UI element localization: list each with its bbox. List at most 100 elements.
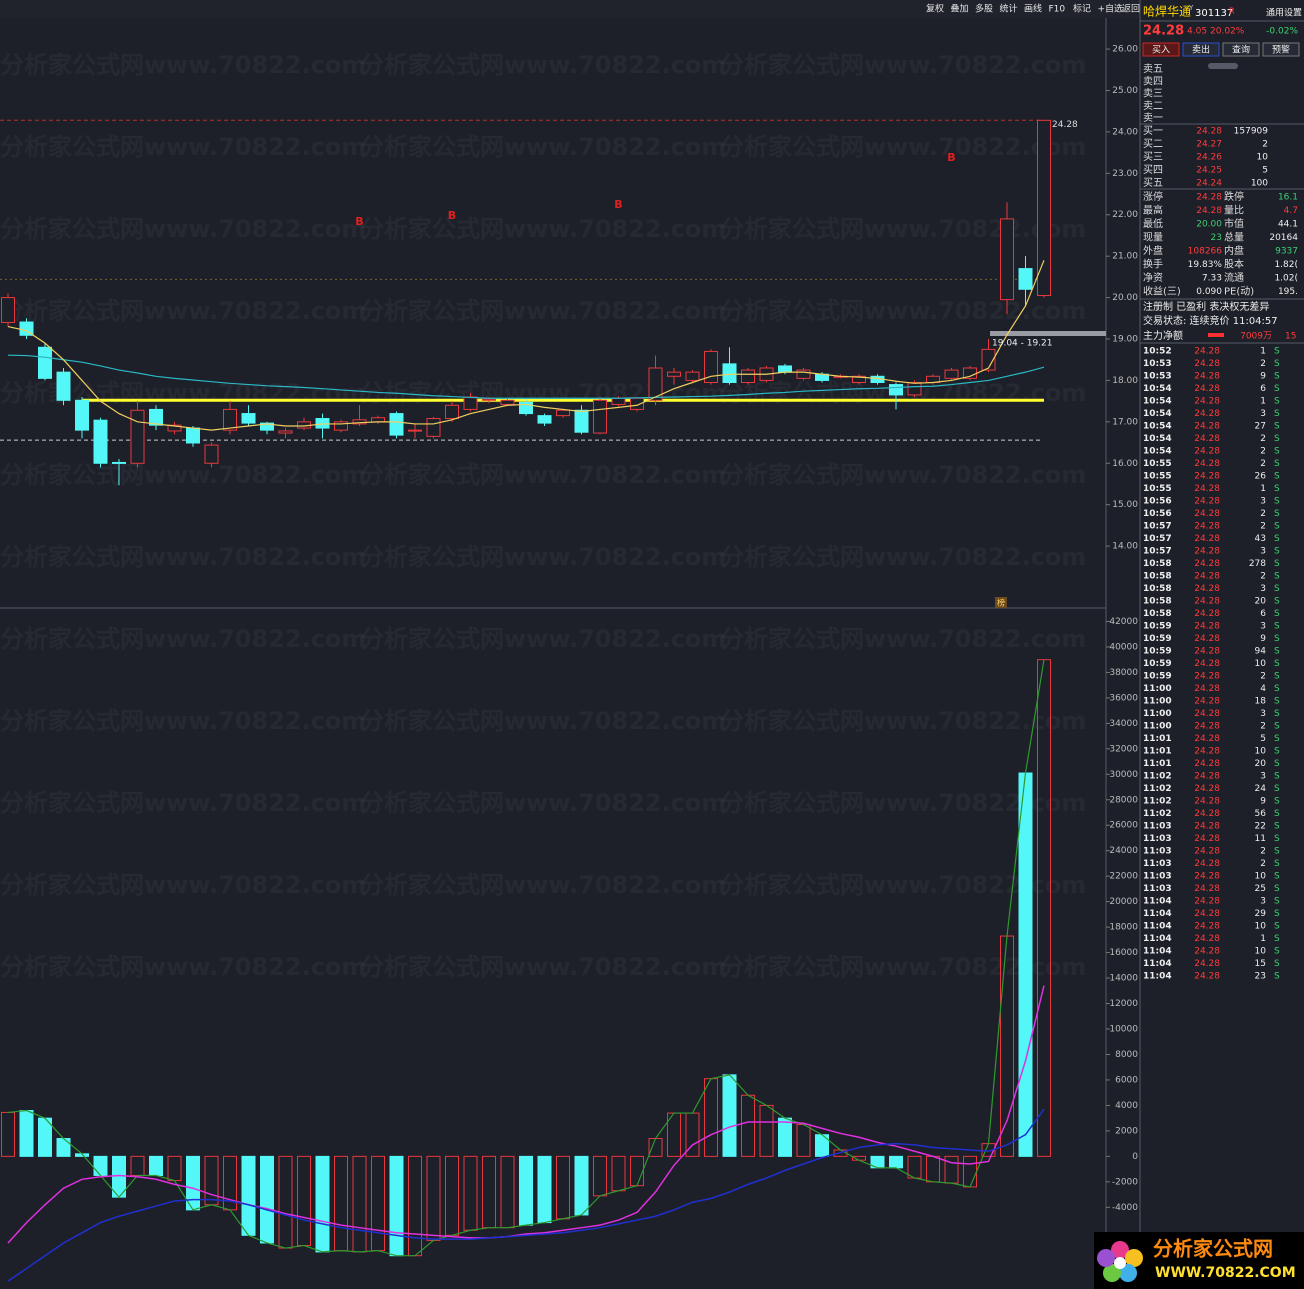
toolbar-button[interactable]: 画线 [1024,3,1042,15]
logo-petal [1119,1264,1137,1282]
candle-body [556,409,570,417]
candle-body [315,418,330,429]
tick-volume: 10 [1255,872,1267,882]
tick-time: 10:54 [1143,409,1172,419]
tick-price: 24.28 [1194,484,1220,494]
toolbar-button[interactable]: 统计 [1000,3,1018,15]
tick-price: 24.28 [1194,347,1220,357]
tick-price: 24.28 [1194,597,1220,607]
logo: 分析家公式网 WWW.70822.COM [1094,1232,1304,1289]
candle-body [685,371,700,381]
tick-time: 10:59 [1143,659,1172,669]
tick-volume: 27 [1255,422,1266,432]
tick-side: S [1274,847,1280,857]
tick-time: 10:55 [1143,472,1172,482]
settings-button[interactable]: 通用设置 [1266,8,1302,19]
toolbar-button[interactable]: F10 [1049,5,1066,15]
tick-side: S [1274,372,1280,382]
watermark: 分析家公式网www.70822.com [360,625,726,653]
tick-price: 24.28 [1194,709,1220,719]
watermark: 分析家公式网www.70822.com [0,789,366,817]
candle-body [981,348,996,371]
y-tick-label: 0 [1132,1152,1138,1162]
tick-price: 24.28 [1194,572,1220,582]
stat-label: 最高 [1143,204,1163,217]
stat-value: 19.83% [1188,260,1223,270]
y-tick-label: 36000 [1109,693,1138,703]
toolbar-button[interactable]: 返回 [1122,3,1140,15]
toolbar-button[interactable]: 标记 [1073,3,1091,15]
trade-button-bg[interactable] [1222,42,1260,57]
tick-time: 10:57 [1143,547,1172,557]
signal-marker: B [448,209,456,222]
y-tick-label: 10000 [1109,1025,1138,1035]
last-price-label: 24.28 [1052,120,1078,130]
toolbar-button[interactable]: 多股 [975,3,993,15]
tick-time: 10:59 [1143,634,1172,644]
y-tick-label: 30000 [1109,770,1138,780]
tick-price: 24.28 [1194,634,1220,644]
stat-value: 23 [1211,233,1222,243]
tick-time: 11:02 [1143,797,1172,807]
trade-button[interactable]: 卖出 [1192,44,1210,56]
candle-body [482,398,496,401]
buy-volume: 2 [1262,140,1268,150]
y-tick-label: 18.00 [1112,376,1138,386]
tick-volume: 24 [1255,784,1267,794]
y-tick-label: 14.00 [1112,542,1138,552]
watermark: 分析家公式网www.70822.com [0,461,366,489]
tick-price: 24.28 [1194,947,1220,957]
collapse-tab[interactable] [1208,63,1238,69]
tick-volume: 10 [1255,922,1267,932]
trade-button[interactable]: 预警 [1272,44,1290,56]
stat-value: 7.33 [1202,274,1222,284]
rank-icon[interactable]: 榜 [997,598,1005,608]
toolbar-button[interactable]: 叠加 [951,4,969,15]
tick-side: S [1274,484,1280,494]
tick-volume: 3 [1260,772,1266,782]
candle-body [778,365,792,373]
tick-volume: 25 [1255,884,1266,894]
candle-body [167,424,182,432]
histogram-bar [1018,772,1033,1157]
trade-button-bg[interactable] [1182,42,1220,57]
tick-side: S [1274,459,1280,469]
last-price: 24.28 [1143,24,1184,39]
toolbar-button[interactable]: +自选 [1098,3,1124,15]
trade-button-bg[interactable] [1142,42,1180,57]
tick-time: 10:54 [1143,434,1172,444]
tick-price: 24.28 [1194,859,1220,869]
trade-button[interactable]: 查询 [1232,44,1250,56]
tick-time: 11:04 [1143,972,1172,982]
tick-volume: 20 [1255,597,1267,607]
y-tick-label: 2000 [1115,1126,1138,1136]
tick-price: 24.28 [1194,559,1220,569]
histogram-bar [537,1155,552,1224]
y-tick-label: 22000 [1109,872,1138,882]
trade-button-bg[interactable] [1262,42,1300,57]
watermark: 分析家公式网www.70822.com [360,379,726,407]
watermark: 分析家公式网www.70822.com [0,297,366,325]
tick-side: S [1274,597,1280,607]
range-label: 19.04 - 19.21 [992,339,1053,349]
histogram-bar [778,1117,792,1157]
stat-value: 4.7 [1284,206,1298,216]
tick-volume: 2 [1260,572,1266,582]
stat-value: 0.090 [1196,287,1222,297]
histogram-bar [260,1155,274,1244]
tick-side: S [1274,772,1280,782]
candle-body [500,399,515,405]
logo-center [1114,1257,1126,1269]
buy-level: 买三 [1143,151,1163,163]
trade-button[interactable]: 买入 [1152,45,1170,56]
tick-time: 11:03 [1143,847,1172,857]
tick-price: 24.28 [1194,909,1220,919]
toolbar-button[interactable]: 复权 [926,3,944,15]
tick-time: 11:01 [1143,747,1172,757]
watermark: 分析家公式网www.70822.com [720,133,1086,161]
tick-time: 10:54 [1143,384,1172,394]
tick-volume: 56 [1255,809,1267,819]
candle-body [796,369,811,379]
watermark: 分析家公式网www.70822.com [360,707,726,735]
tick-time: 11:00 [1143,697,1172,707]
